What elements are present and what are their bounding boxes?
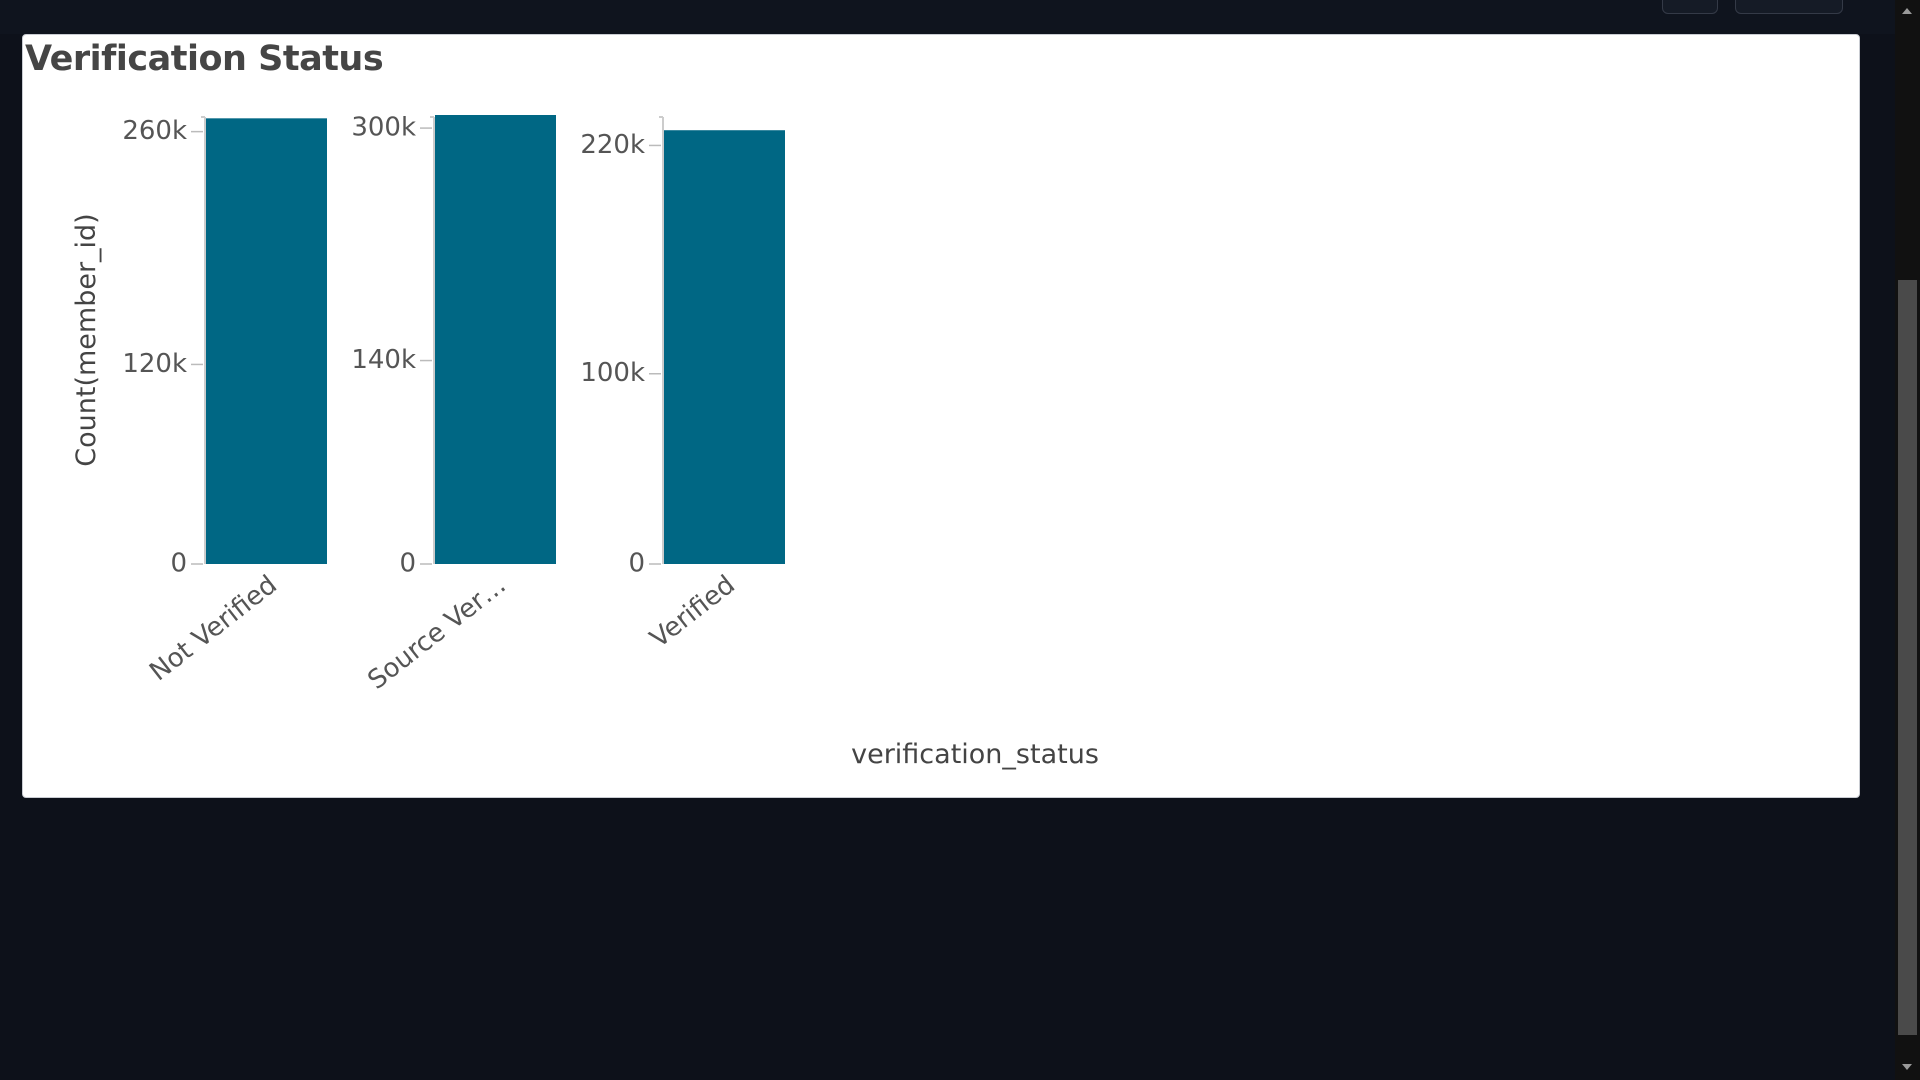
y-tick-label: 0 (170, 549, 187, 579)
scroll-up-icon[interactable] (1902, 8, 1912, 14)
x-axis-title: verification_status (851, 739, 1099, 770)
scroll-down-icon[interactable] (1902, 1064, 1912, 1070)
y-tick-label: 0 (628, 549, 645, 579)
y-axis-title: Count(member_id) (71, 213, 102, 466)
x-tick-label: Verified (645, 570, 741, 654)
bar (664, 130, 785, 564)
y-tick-label: 300k (351, 113, 416, 143)
top-toolbar (0, 0, 1895, 34)
bar (435, 115, 556, 564)
chart-panel: Verification Status 0 120k 260k Not Verifie… (22, 34, 1860, 798)
x-tick-label: Not Verified (144, 570, 283, 687)
y-tick-label: 120k (122, 349, 187, 379)
y-tick-label: 220k (580, 130, 645, 160)
scrollbar-thumb[interactable] (1898, 280, 1917, 1035)
page-scrollbar[interactable] (1895, 0, 1920, 1080)
panel-title: Verification Status (25, 39, 384, 79)
bar (206, 118, 327, 564)
y-tick-label: 100k (580, 358, 645, 388)
toolbar-button[interactable] (1662, 0, 1718, 14)
y-tick-label: 0 (399, 549, 416, 579)
y-tick-label: 260k (122, 116, 187, 146)
toolbar-button[interactable] (1735, 0, 1843, 14)
x-tick-label: Source Ver… (363, 570, 512, 696)
y-tick-label: 140k (351, 345, 416, 375)
